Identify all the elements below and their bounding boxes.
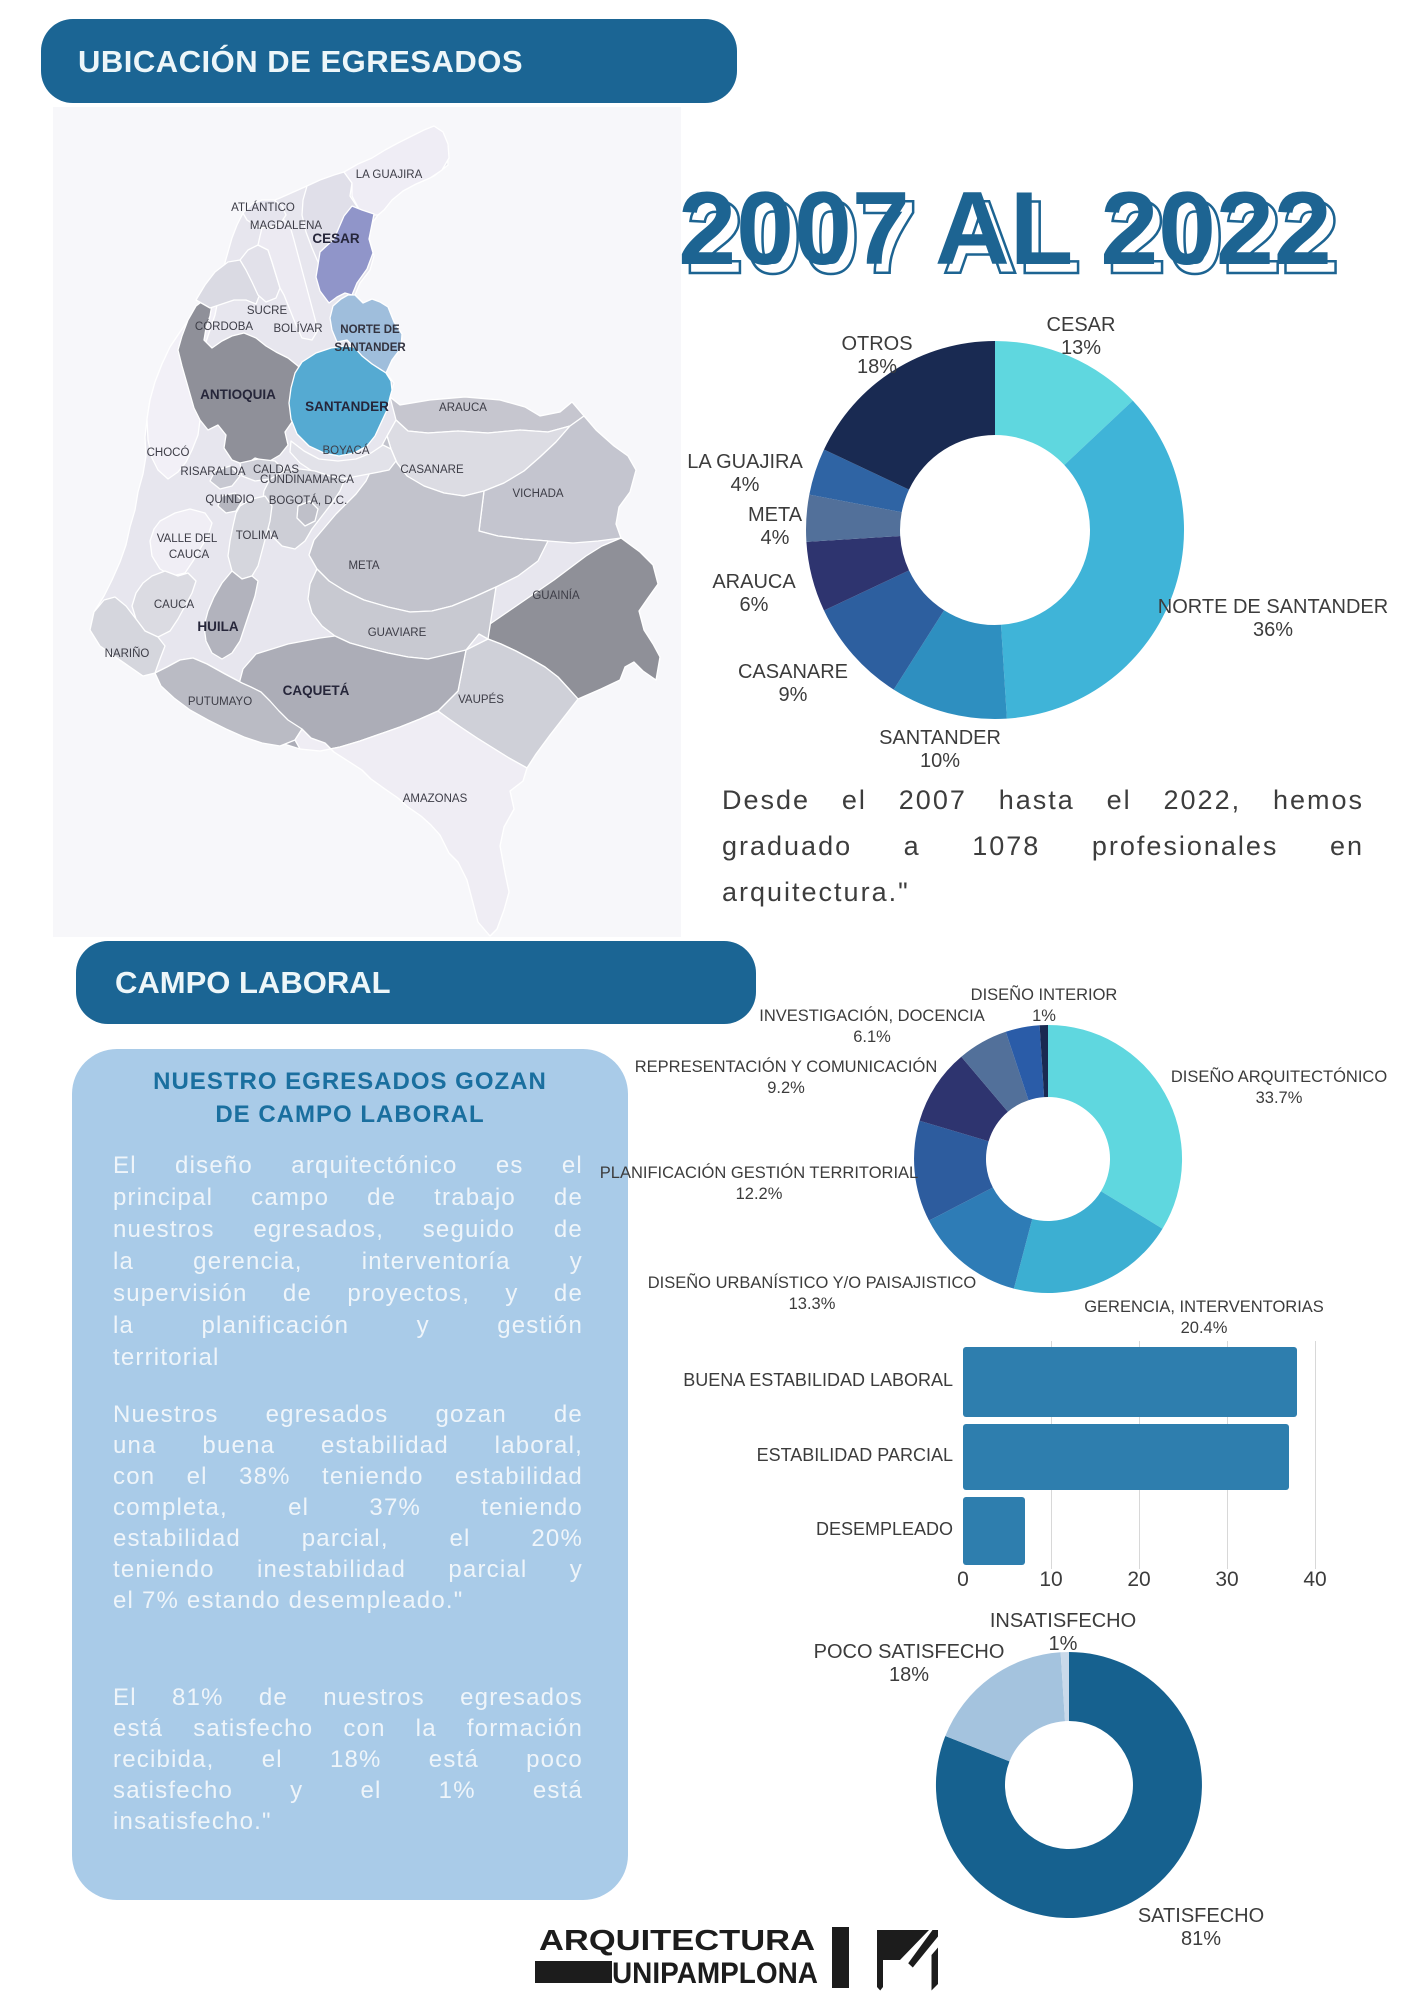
svg-text:SANTANDER: SANTANDER <box>305 399 389 414</box>
svg-text:PUTUMAYO: PUTUMAYO <box>188 696 252 708</box>
svg-text:GUAINÍA: GUAINÍA <box>532 589 580 602</box>
svg-text:2007 AL 2022: 2007 AL 2022 <box>686 180 1339 296</box>
svg-text:CESAR: CESAR <box>312 231 360 246</box>
svg-text:ANTIOQUIA: ANTIOQUIA <box>200 387 276 402</box>
svg-text:CHOCÓ: CHOCÓ <box>147 446 190 459</box>
svg-text:TOLIMA: TOLIMA <box>236 530 279 542</box>
svg-text:UNIPAMPLONA: UNIPAMPLONA <box>612 1957 818 1990</box>
svg-text:META: META <box>348 560 379 572</box>
svg-text:ARAUCA: ARAUCA <box>439 402 487 414</box>
svg-text:QUINDIO: QUINDIO <box>205 494 254 506</box>
svg-text:LA GUAJIRA: LA GUAJIRA <box>356 169 423 181</box>
svg-text:CAUCA: CAUCA <box>154 599 195 611</box>
svg-text:BOYACÁ: BOYACÁ <box>322 444 369 457</box>
svg-text:2007 AL 2022: 2007 AL 2022 <box>678 171 1331 287</box>
svg-text:AMAZONAS: AMAZONAS <box>403 793 468 805</box>
svg-text:SANTANDER: SANTANDER <box>334 342 406 354</box>
svg-text:ATLÁNTICO: ATLÁNTICO <box>231 201 295 214</box>
svg-text:CÓRDOBA: CÓRDOBA <box>195 320 253 333</box>
svg-text:NORTE DE: NORTE DE <box>340 324 400 336</box>
svg-text:HUILA: HUILA <box>197 619 238 634</box>
svg-text:CALDAS: CALDAS <box>253 464 299 476</box>
svg-text:VICHADA: VICHADA <box>512 488 563 500</box>
svg-text:VAUPÉS: VAUPÉS <box>458 693 504 706</box>
svg-text:RISARALDA: RISARALDA <box>180 466 246 478</box>
svg-text:NARIÑO: NARIÑO <box>105 647 150 660</box>
svg-text:CAUCA: CAUCA <box>169 549 210 561</box>
svg-text:ARQUITECTURA: ARQUITECTURA <box>539 1925 815 1957</box>
svg-text:MAGDALENA: MAGDALENA <box>250 220 323 232</box>
svg-text:VALLE DEL: VALLE DEL <box>157 533 218 545</box>
svg-text:CUNDINAMARCA: CUNDINAMARCA <box>260 474 354 486</box>
svg-text:GUAVIARE: GUAVIARE <box>368 627 427 639</box>
svg-text:CAQUETÁ: CAQUETÁ <box>283 683 350 698</box>
svg-text:BOLÍVAR: BOLÍVAR <box>274 322 323 335</box>
svg-text:BOGOTÁ, D.C.: BOGOTÁ, D.C. <box>269 494 348 507</box>
svg-text:CASANARE: CASANARE <box>400 464 464 476</box>
svg-text:SUCRE: SUCRE <box>247 305 288 317</box>
